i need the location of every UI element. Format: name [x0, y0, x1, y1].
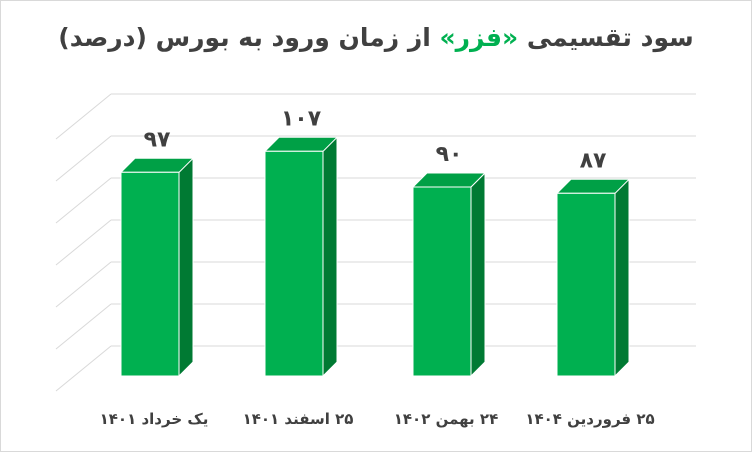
- data-label: ۹۰: [436, 142, 463, 167]
- bar-side: [470, 171, 486, 378]
- chart-title: سود تقسیمی «فزر» از زمان ورود به بورس (د…: [1, 23, 751, 52]
- bar: [412, 186, 472, 377]
- bar: [264, 150, 324, 377]
- bar-side: [614, 178, 630, 378]
- data-label: ۸۷: [580, 148, 607, 173]
- data-label: ۹۷: [144, 127, 171, 152]
- gridline-slant: [55, 219, 112, 266]
- bars: [119, 136, 631, 378]
- category-label: ۲۵ فروردین ۱۴۰۴: [525, 410, 654, 428]
- category-label: ۲۵ اسفند ۱۴۰۱: [243, 410, 354, 428]
- gridline-slant: [55, 135, 112, 182]
- gridline-slant: [55, 177, 112, 224]
- bar-side: [178, 157, 194, 378]
- gridline-slant: [55, 261, 112, 308]
- bar: [120, 171, 180, 377]
- chart-title-part-3: از زمان ورود به بورس (درصد): [58, 23, 440, 52]
- bar-side: [322, 136, 338, 378]
- bar: [556, 192, 616, 377]
- gridline-slant: [55, 303, 112, 350]
- chart-title-part-1: سود تقسیمی: [518, 23, 694, 52]
- labels: ۹۷ یک خرداد ۱۴۰۱ ۱۰۷ ۲۵ اسفند ۱۴۰۱ ۹۰ ۲۴ بهمن…: [100, 106, 655, 428]
- data-label: ۱۰۷: [281, 106, 322, 131]
- gridline-slant: [55, 93, 112, 140]
- category-label: یک خرداد ۱۴۰۱: [100, 410, 209, 428]
- gridline-slant: [55, 345, 112, 392]
- chart-title-highlight: «فزر»: [439, 23, 519, 52]
- category-label: ۲۴ بهمن ۱۴۰۲: [394, 410, 498, 428]
